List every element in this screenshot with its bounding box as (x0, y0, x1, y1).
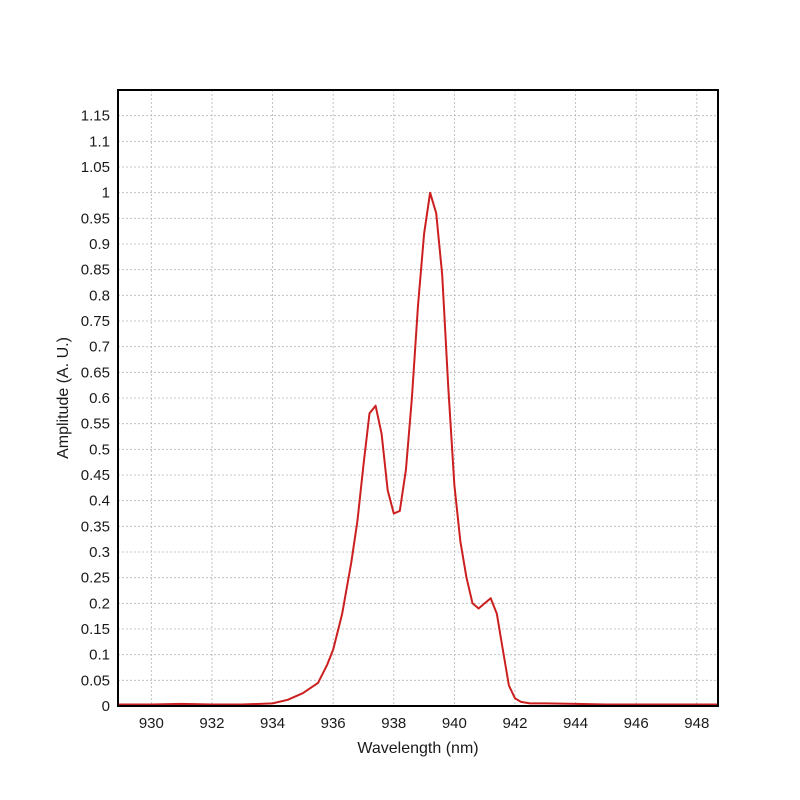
y-tick-label: 1 (102, 185, 110, 202)
y-tick-label: 0.3 (89, 544, 110, 561)
x-tick-label: 940 (442, 715, 467, 732)
y-tick-label: 0.65 (81, 364, 110, 381)
series-line (118, 191, 718, 706)
y-tick-label: 0.85 (81, 262, 110, 279)
x-axis-label: Wavelength (nm) (357, 740, 478, 757)
y-tick-label: 0.6 (89, 390, 110, 407)
grid-layer (118, 90, 718, 706)
x-tick-label: 936 (321, 715, 346, 732)
x-tick-label: 932 (199, 715, 224, 732)
x-tick-label: 938 (381, 715, 406, 732)
y-tick-label: 0.1 (89, 647, 110, 664)
x-tick-label: 948 (684, 715, 709, 732)
y-tick-label: 1.15 (81, 108, 110, 125)
x-tick-label: 930 (139, 715, 164, 732)
x-tick-label: 946 (624, 715, 649, 732)
y-tick-label: 0.95 (81, 210, 110, 227)
y-tick-label: 0.15 (81, 621, 110, 638)
x-tick-label: 942 (502, 715, 527, 732)
y-tick-label: 0.9 (89, 236, 110, 253)
y-tick-label: 0.45 (81, 467, 110, 484)
y-tick-label: 1.1 (89, 133, 110, 150)
x-tick-labels: 930 932 934 936 938 940 942 944 946 948 (139, 715, 709, 732)
y-tick-label: 0.25 (81, 570, 110, 587)
y-tick-label: 1.05 (81, 159, 110, 176)
y-axis-label: Amplitude (A. U.) (55, 337, 72, 459)
y-tick-label: 0 (102, 698, 110, 715)
y-tick-label: 0.2 (89, 595, 110, 612)
y-tick-label: 0.55 (81, 416, 110, 433)
y-tick-label: 0.5 (89, 441, 110, 458)
y-tick-labels: 0 0.05 0.1 0.15 0.2 0.25 0.3 0.35 0.4 0.45 0.5 0.55… (81, 108, 110, 715)
y-tick-label: 0.75 (81, 313, 110, 330)
x-tick-label: 934 (260, 715, 285, 732)
y-tick-label: 0.35 (81, 518, 110, 535)
y-tick-label: 0.8 (89, 287, 110, 304)
y-tick-label: 0.4 (89, 493, 110, 510)
x-tick-label: 944 (563, 715, 588, 732)
plot-frame (117, 89, 719, 707)
y-tick-label: 0.7 (89, 339, 110, 356)
y-tick-label: 0.05 (81, 672, 110, 689)
